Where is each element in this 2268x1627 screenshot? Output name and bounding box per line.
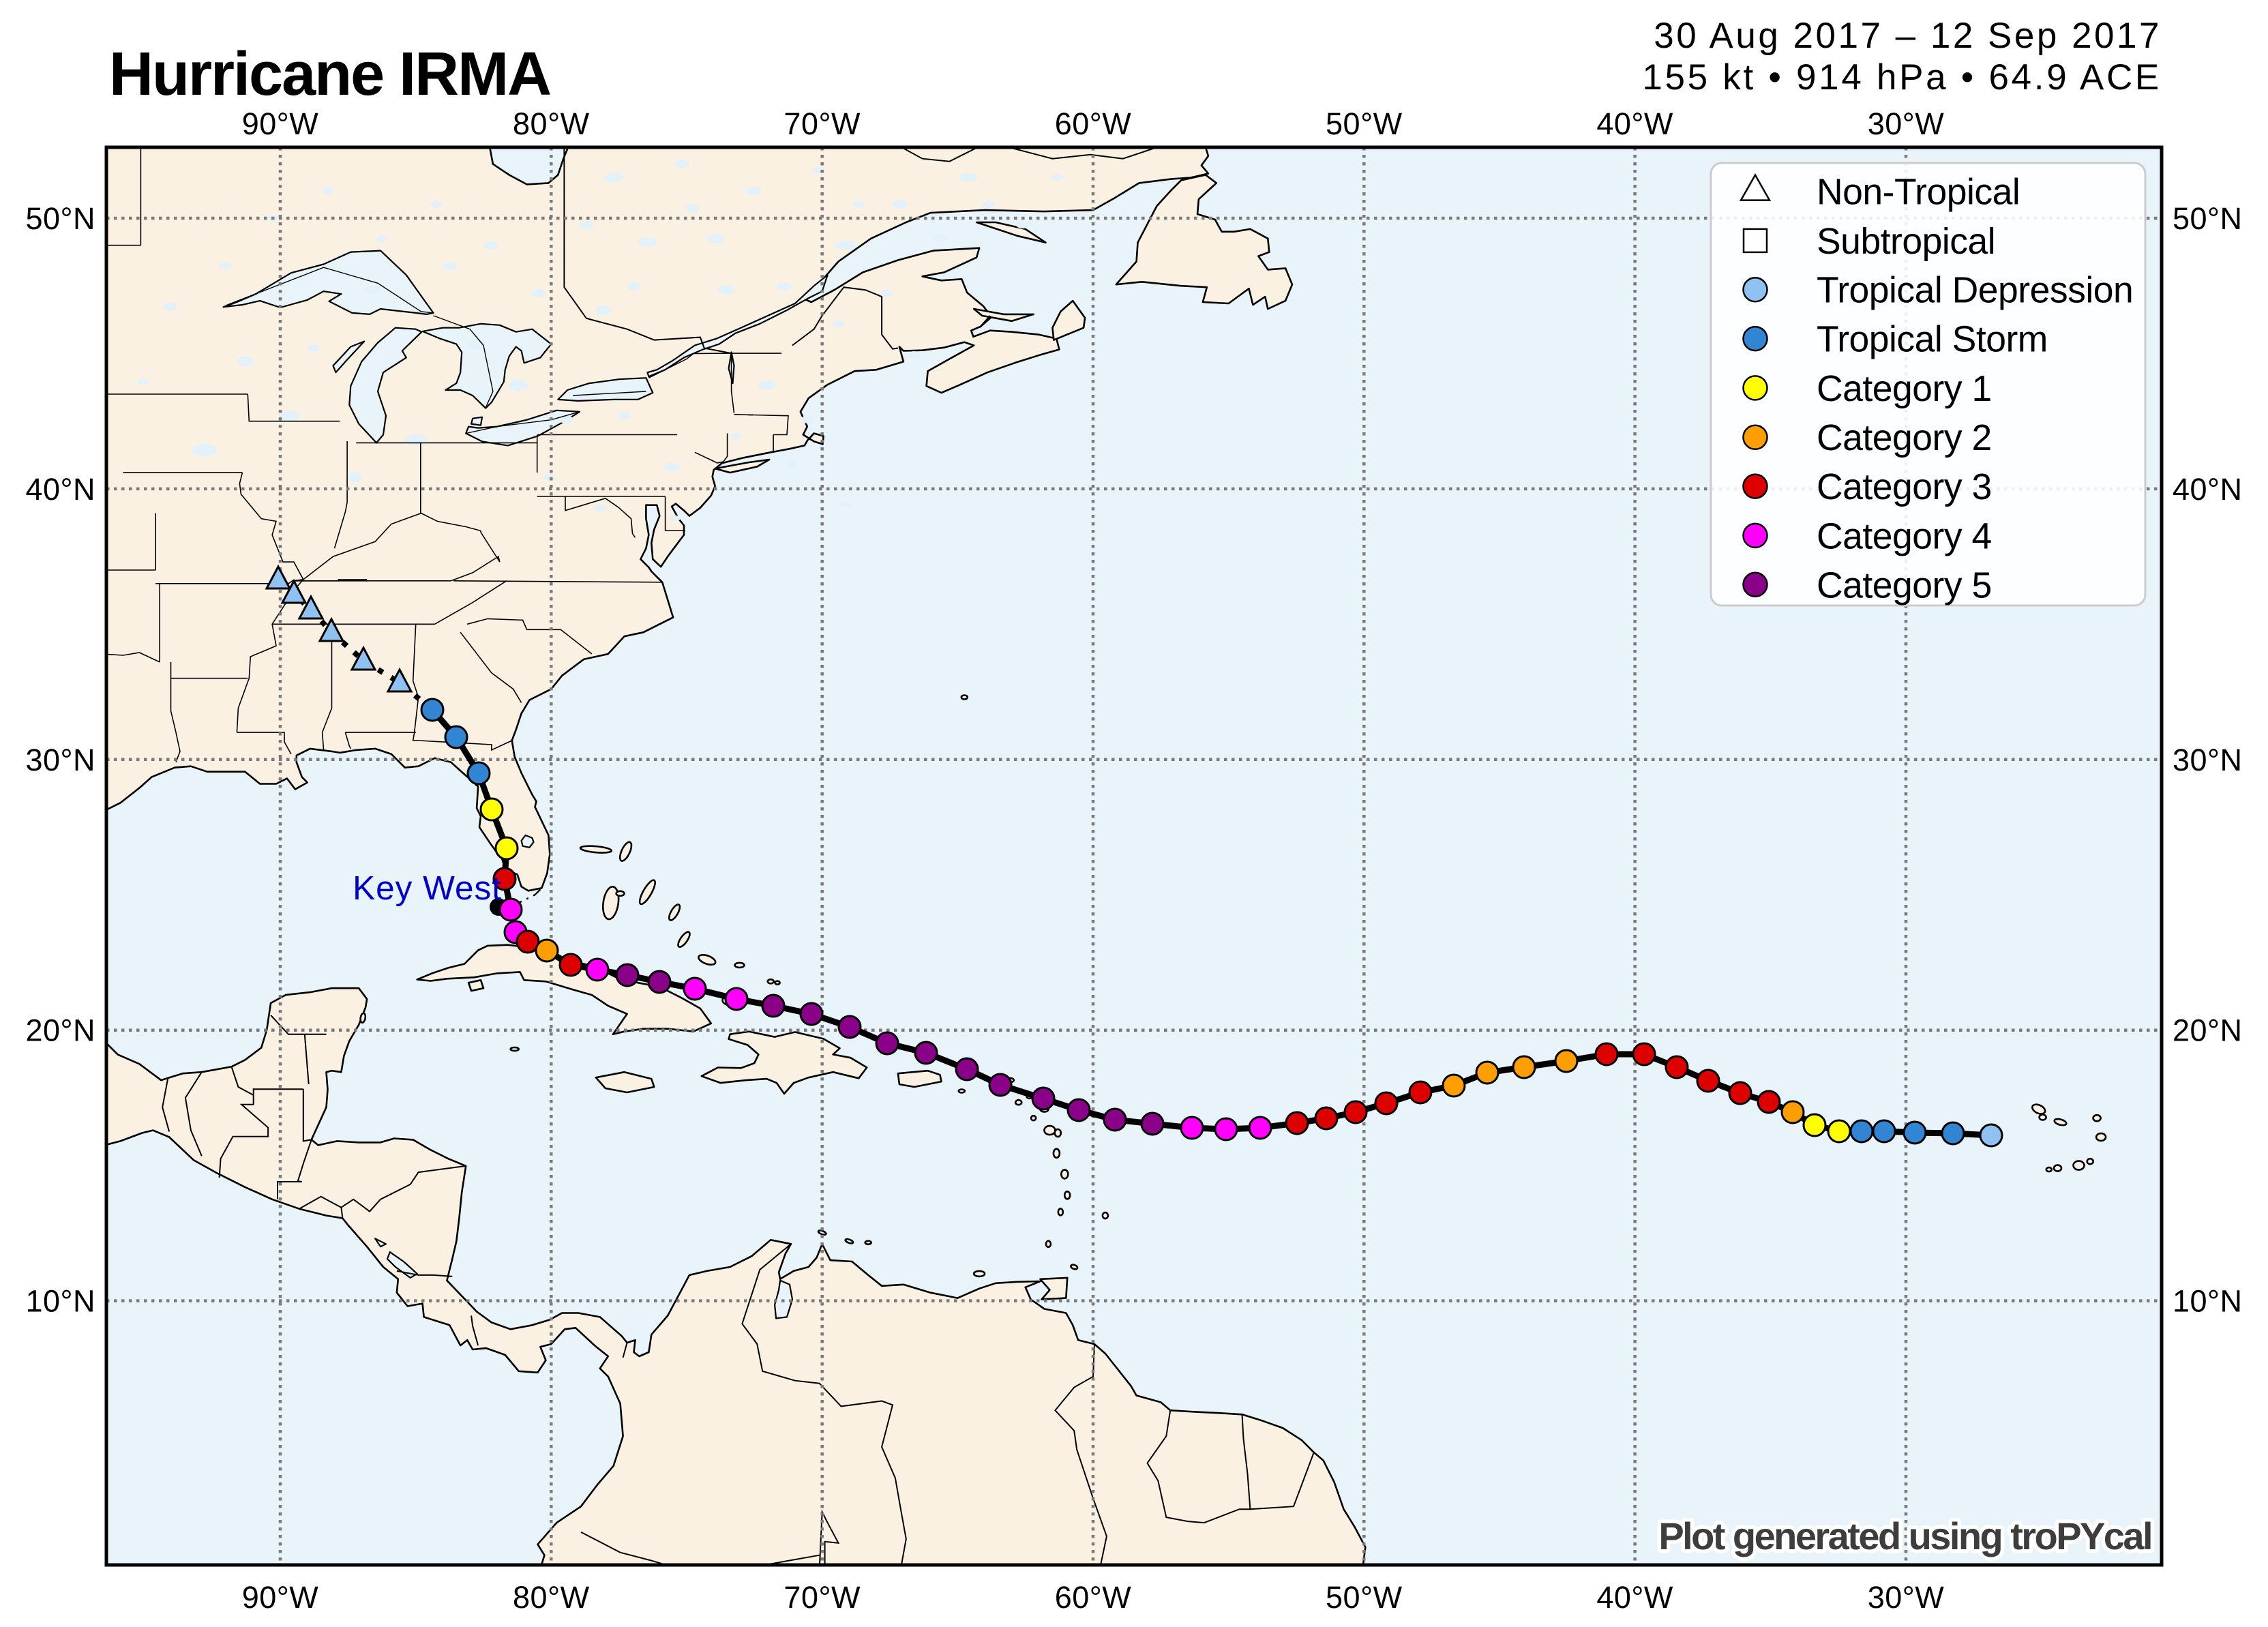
svg-text:90°W: 90°W: [242, 106, 319, 141]
svg-text:40°W: 40°W: [1596, 106, 1673, 141]
svg-text:155 kt • 914 hPa • 64.9 ACE: 155 kt • 914 hPa • 64.9 ACE: [1642, 57, 2162, 98]
svg-text:70°W: 70°W: [784, 106, 861, 141]
svg-text:40°W: 40°W: [1596, 1580, 1673, 1615]
svg-text:80°W: 80°W: [513, 1580, 590, 1615]
svg-text:Hurricane IRMA: Hurricane IRMA: [109, 40, 550, 108]
svg-text:Tropical Depression: Tropical Depression: [1817, 271, 2133, 311]
svg-text:Category 1: Category 1: [1817, 369, 1992, 409]
svg-text:Category 3: Category 3: [1817, 467, 1992, 507]
svg-text:60°W: 60°W: [1055, 1580, 1132, 1615]
svg-text:30°W: 30°W: [1868, 1580, 1945, 1615]
svg-text:30 Aug 2017 – 12 Sep 2017: 30 Aug 2017 – 12 Sep 2017: [1654, 16, 2162, 56]
svg-text:Category 5: Category 5: [1817, 565, 1992, 606]
svg-text:50°N: 50°N: [2173, 201, 2243, 236]
svg-text:Key West: Key West: [353, 869, 502, 907]
svg-text:20°N: 20°N: [2173, 1013, 2243, 1048]
svg-text:90°W: 90°W: [242, 1580, 319, 1615]
svg-text:30°N: 30°N: [25, 743, 95, 777]
svg-text:80°W: 80°W: [513, 106, 590, 141]
svg-text:50°W: 50°W: [1326, 1580, 1403, 1615]
svg-text:Category 2: Category 2: [1817, 418, 1992, 458]
svg-text:Non-Tropical: Non-Tropical: [1817, 173, 2020, 213]
svg-text:60°W: 60°W: [1055, 106, 1132, 141]
svg-text:40°N: 40°N: [25, 472, 95, 507]
svg-text:Category 4: Category 4: [1817, 516, 1992, 556]
svg-text:10°N: 10°N: [25, 1284, 95, 1319]
svg-text:10°N: 10°N: [2173, 1284, 2243, 1319]
svg-text:Tropical Storm: Tropical Storm: [1817, 320, 2048, 360]
svg-text:30°N: 30°N: [2173, 743, 2243, 777]
svg-text:50°W: 50°W: [1326, 106, 1403, 141]
svg-text:Plot generated using troPYcal: Plot generated using troPYcal: [1658, 1514, 2151, 1557]
svg-text:70°W: 70°W: [784, 1580, 861, 1615]
svg-text:30°W: 30°W: [1868, 106, 1945, 141]
svg-text:20°N: 20°N: [25, 1013, 95, 1048]
svg-text:40°N: 40°N: [2173, 472, 2243, 507]
svg-text:Subtropical: Subtropical: [1817, 222, 1995, 262]
svg-text:50°N: 50°N: [25, 201, 95, 236]
